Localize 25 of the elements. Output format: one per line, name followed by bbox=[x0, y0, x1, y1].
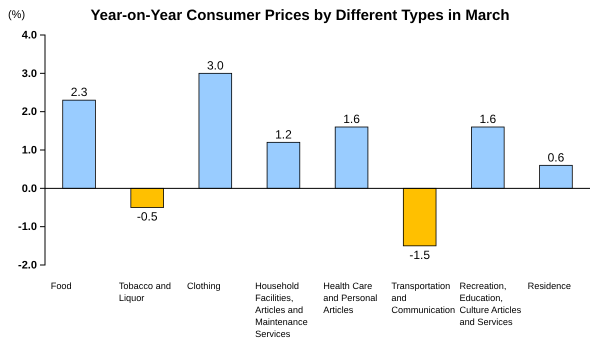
x-tick-label: Residence bbox=[528, 281, 572, 291]
x-tick-label: Recreation, Education, Culture Articles and Services bbox=[459, 281, 522, 327]
y-tick-label: 0.0 bbox=[22, 182, 37, 195]
data-label: -1.5 bbox=[409, 248, 430, 262]
x-tick-label: Household Facilities, Articles and Maintenance Services bbox=[255, 281, 308, 339]
y-tick-label: -2.0 bbox=[18, 260, 37, 272]
data-label: 1.2 bbox=[275, 127, 292, 142]
y-axis-title: (%) bbox=[8, 9, 26, 21]
x-tick-label: Food bbox=[50, 281, 72, 291]
x-tick-label: Health Care and Personal Articles bbox=[323, 281, 378, 315]
data-label: 2.3 bbox=[70, 85, 88, 100]
y-tick-label: -1.0 bbox=[18, 221, 37, 234]
y-tick-label: 3.0 bbox=[22, 68, 37, 80]
chart-title: Year-on-Year Consumer Prices by Different Types in March bbox=[90, 7, 510, 24]
y-tick-label: 4.0 bbox=[22, 30, 37, 42]
data-label: 1.6 bbox=[343, 112, 360, 126]
data-label: 3.0 bbox=[206, 58, 224, 72]
y-tick-label: 2.0 bbox=[22, 106, 37, 118]
x-tick-label: Transportation and Communication bbox=[391, 281, 456, 315]
data-label: 0.6 bbox=[548, 150, 565, 164]
x-tick-label: Clothing bbox=[186, 281, 221, 291]
x-tick-label: Tobacco and Liquor bbox=[118, 281, 171, 303]
data-label: -0.5 bbox=[136, 210, 158, 224]
y-tick-label: 1.0 bbox=[22, 144, 37, 157]
data-label: 1.6 bbox=[479, 112, 496, 126]
